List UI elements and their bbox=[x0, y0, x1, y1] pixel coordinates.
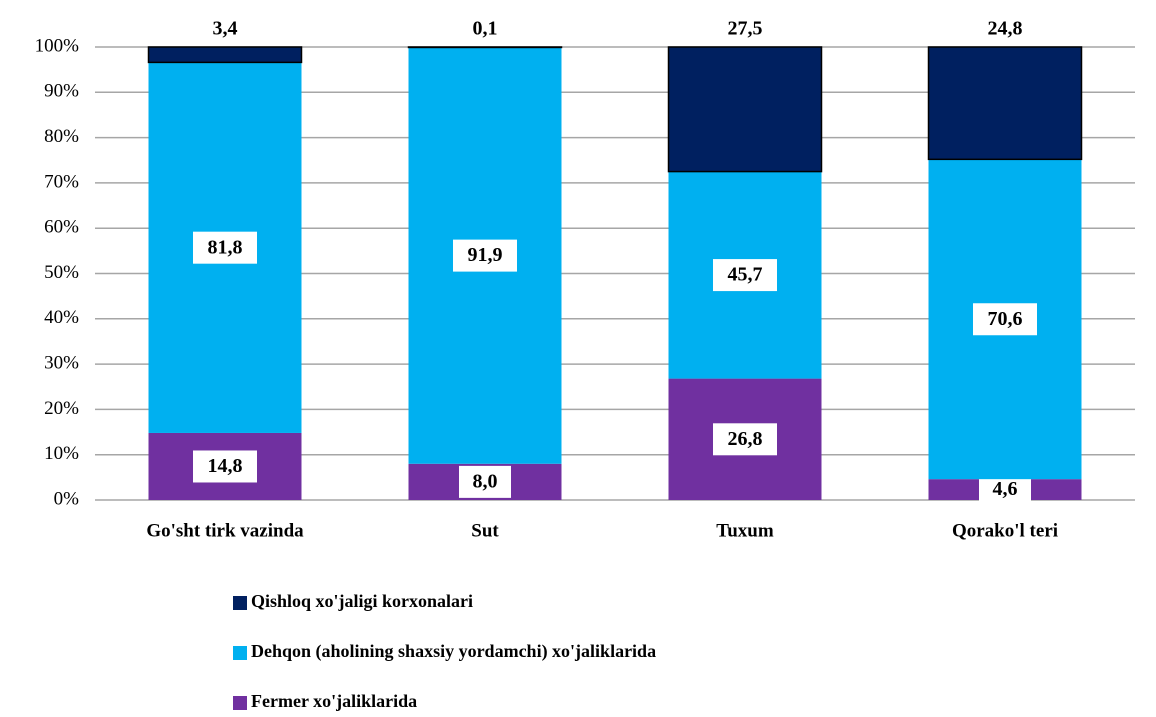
y-tick-label: 10% bbox=[44, 443, 79, 464]
value-label: 26,8 bbox=[728, 428, 763, 450]
value-label-box bbox=[459, 465, 511, 498]
legend-label: Dehqon (aholining shaxsiy yordamchi) xo'… bbox=[251, 641, 656, 662]
legend-swatch bbox=[233, 596, 247, 610]
bar-segment bbox=[147, 46, 303, 64]
y-tick-label: 50% bbox=[44, 262, 79, 283]
value-label: 0,1 bbox=[473, 18, 498, 40]
y-tick-label: 60% bbox=[44, 217, 79, 238]
x-tick-label: Qorako'l teri bbox=[952, 520, 1058, 541]
legend-label: Qishloq xo'jaligi korxonalari bbox=[251, 591, 473, 611]
value-label-box bbox=[193, 450, 257, 483]
value-label: 8,0 bbox=[473, 470, 498, 492]
value-label: 70,6 bbox=[988, 308, 1023, 330]
value-label: 81,8 bbox=[208, 236, 243, 258]
y-tick-label: 20% bbox=[44, 398, 79, 419]
value-label-box bbox=[713, 259, 777, 292]
legend-label: Fermer xo'jaliklarida bbox=[251, 691, 417, 711]
value-label-box bbox=[973, 303, 1037, 336]
value-label: 3,4 bbox=[213, 18, 238, 40]
y-tick-label: 100% bbox=[35, 35, 80, 56]
y-tick-label: 90% bbox=[44, 81, 79, 102]
y-tick-label: 80% bbox=[44, 126, 79, 147]
value-label-box bbox=[453, 239, 517, 272]
value-label-box bbox=[713, 423, 777, 456]
y-tick-label: 40% bbox=[44, 307, 79, 328]
bar-segment bbox=[667, 46, 823, 173]
bar-segment bbox=[927, 46, 1083, 161]
value-label: 4,6 bbox=[993, 478, 1018, 500]
value-label: 91,9 bbox=[468, 244, 503, 266]
value-label: 45,7 bbox=[728, 264, 763, 286]
y-tick-label: 70% bbox=[44, 171, 79, 192]
value-label: 27,5 bbox=[728, 18, 763, 40]
legend-swatch bbox=[233, 696, 247, 710]
x-tick-label: Go'sht tirk vazinda bbox=[146, 520, 304, 541]
y-tick-label: 30% bbox=[44, 352, 79, 373]
legend-swatch bbox=[233, 646, 247, 660]
value-label-box bbox=[193, 231, 257, 264]
value-label: 24,8 bbox=[988, 18, 1023, 40]
x-tick-label: Sut bbox=[471, 520, 499, 541]
y-tick-label: 0% bbox=[54, 488, 80, 509]
x-tick-label: Tuxum bbox=[716, 520, 774, 541]
value-label: 14,8 bbox=[208, 455, 243, 477]
